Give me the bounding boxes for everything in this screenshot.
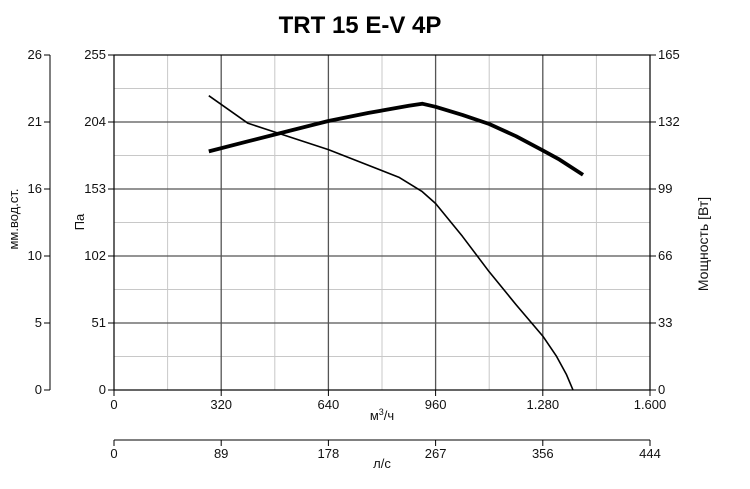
left-axis-ticks: 0 51 102 153 204 255 [84, 47, 114, 397]
chart-title: TRT 15 E-V 4P [279, 12, 442, 39]
bottom-tick-label: 1.600 [634, 397, 667, 412]
right-tick-label: 33 [658, 315, 672, 330]
secondary-tick-label: 0 [110, 446, 117, 461]
bottom-tick-label: 320 [210, 397, 232, 412]
bottom-tick-label: 960 [425, 397, 447, 412]
right-tick-label: 66 [658, 248, 672, 263]
left-tick-label: 51 [92, 315, 106, 330]
minor-grid [114, 55, 650, 390]
outer-left-tick-label: 21 [28, 114, 42, 129]
outer-left-tick-label: 26 [28, 47, 42, 62]
outer-left-axis-label: мм.вод.ст. [6, 188, 21, 249]
right-axis-ticks: 0 33 66 99 132 165 [650, 47, 680, 397]
outer-left-axis-ticks: 0 5 10 16 21 26 [28, 47, 50, 397]
secondary-axis-label: л/с [373, 456, 391, 471]
pressure-curve-line [208, 95, 574, 391]
bottom-axis-label-base: м [370, 408, 379, 423]
secondary-tick-label: 178 [318, 446, 340, 461]
major-grid [114, 55, 650, 390]
bottom-axis-label-suffix: /ч [384, 408, 394, 423]
bottom-tick-label: 1.280 [527, 397, 560, 412]
right-tick-label: 132 [658, 114, 680, 129]
secondary-axis-ticks: 0 89 178 267 356 444 [110, 440, 661, 461]
left-tick-label: 102 [84, 248, 106, 263]
left-tick-label: 255 [84, 47, 106, 62]
outer-left-tick-label: 5 [35, 315, 42, 330]
bottom-axis-label-sup: 3 [379, 407, 384, 417]
plot-frame [113, 54, 651, 391]
secondary-tick-label: 267 [425, 446, 447, 461]
secondary-tick-label: 89 [214, 446, 228, 461]
bottom-tick-label: 0 [110, 397, 117, 412]
secondary-tick-label: 444 [639, 446, 661, 461]
power-curve-line [208, 101, 585, 177]
series-layer [208, 95, 585, 391]
outer-left-tick-label: 0 [35, 382, 42, 397]
bottom-axis-ticks: 0 320 640 960 1.280 1.600 [110, 390, 666, 412]
left-tick-label: 153 [84, 181, 106, 196]
bottom-tick-label: 640 [318, 397, 340, 412]
bottom-axis-label: м3/ч [370, 407, 394, 423]
left-tick-label: 0 [99, 382, 106, 397]
outer-left-tick-label: 10 [28, 248, 42, 263]
right-tick-label: 165 [658, 47, 680, 62]
right-tick-label: 99 [658, 181, 672, 196]
outer-left-tick-label: 16 [28, 181, 42, 196]
left-axis-label: Па [72, 213, 87, 230]
right-tick-label: 0 [658, 382, 665, 397]
left-tick-label: 204 [84, 114, 106, 129]
secondary-tick-label: 356 [532, 446, 554, 461]
right-axis-label: Мощность [Вт] [695, 197, 711, 291]
